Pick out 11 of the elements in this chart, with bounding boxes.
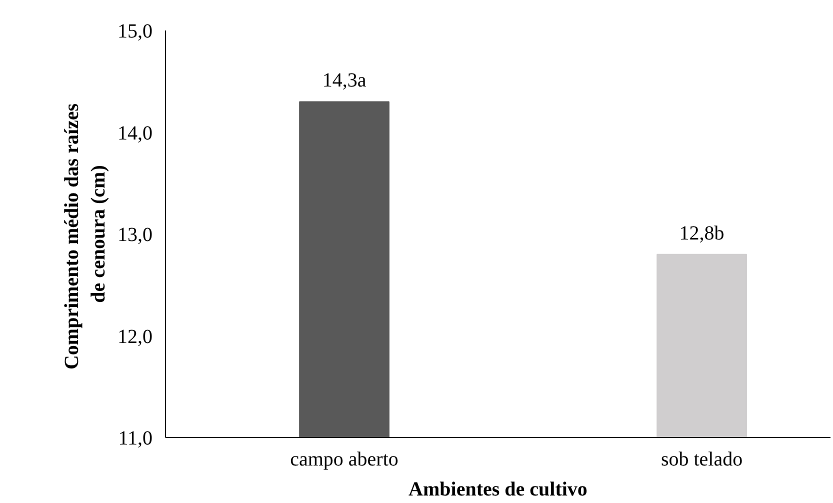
data-label: 14,3a [322, 70, 366, 92]
y-tick-label: 15,0 [118, 20, 152, 42]
y-tick-label: 11,0 [118, 428, 153, 450]
y-tick-label: 14,0 [118, 122, 152, 144]
y-tick-label: 13,0 [118, 224, 152, 246]
y-axis-title: Comprimento médio das raízes de cenoura (cm) [61, 103, 110, 370]
x-tick-label: campo aberto [290, 448, 398, 470]
x-tick-label: sob telado [660, 448, 743, 470]
y-tick-label: 12,0 [118, 326, 152, 348]
data-label: 12,8b [679, 222, 724, 244]
x-axis-title: Ambientes de cultivo [408, 478, 588, 500]
